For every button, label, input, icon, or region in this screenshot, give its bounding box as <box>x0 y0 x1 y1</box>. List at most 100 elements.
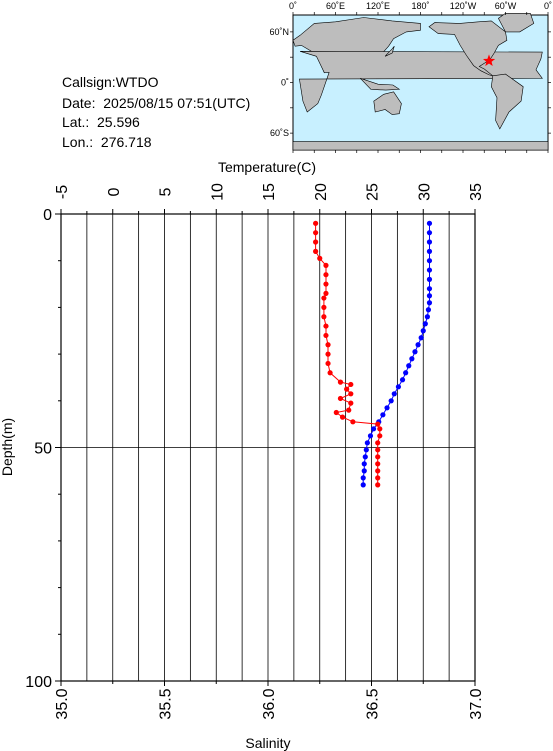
station-marker-icon <box>482 54 496 67</box>
map-longitude-label: 60˚E <box>326 1 345 11</box>
land-africa <box>299 51 543 113</box>
salinity-point <box>323 290 329 296</box>
salinity-tick-label: 35.0 <box>54 688 71 719</box>
temperature-point <box>425 307 432 313</box>
temperature-point <box>360 482 366 488</box>
map-longitude-label: 0˚ <box>289 1 297 11</box>
salinity-axis-label: Salinity <box>245 735 290 751</box>
temperature-point <box>426 286 433 292</box>
land-maritime-asia <box>360 78 401 91</box>
temperature-axis: -5 0 5 10 15 20 25 30 35 <box>54 183 485 214</box>
temperature-point <box>409 356 415 362</box>
temperature-point <box>361 461 367 467</box>
temperature-point <box>399 377 406 383</box>
salinity-point <box>375 475 381 481</box>
salinity-point <box>375 482 381 488</box>
salinity-point <box>321 314 327 320</box>
longitude-text: Lon.: 276.718 <box>62 134 152 150</box>
salinity-point <box>348 381 354 388</box>
temperature-point <box>418 335 424 341</box>
temperature-profile-line <box>362 223 430 485</box>
salinity-point <box>323 272 329 278</box>
temperature-tick-label: 15 <box>261 183 278 201</box>
salinity-point <box>337 379 344 385</box>
temperature-tick-label: 35 <box>468 183 485 201</box>
temperature-point <box>420 328 426 334</box>
temperature-point <box>406 363 412 369</box>
date-text: Date: 2025/08/15 07:51(UTC) <box>62 95 251 111</box>
salinity-point <box>375 440 381 446</box>
temperature-point <box>362 454 368 460</box>
temperature-point <box>426 220 433 226</box>
land-japan <box>384 46 395 57</box>
salinity-point <box>313 230 319 236</box>
salinity-point <box>327 370 333 376</box>
temperature-point <box>380 412 386 418</box>
salinity-point <box>313 248 319 254</box>
temperature-tick-label: 20 <box>313 183 330 201</box>
salinity-point <box>323 332 329 339</box>
temperature-point <box>426 230 433 236</box>
salinity-point <box>325 351 331 357</box>
salinity-point <box>333 409 339 416</box>
depth-tick-label: 50 <box>34 441 52 458</box>
salinity-axis: 35.0 35.5 36.0 36.5 37.0 <box>54 681 485 720</box>
map-latitude-label: 60˚N <box>269 27 289 37</box>
temperature-point <box>426 248 433 254</box>
depth-axis-label: Depth(m) <box>0 418 15 476</box>
salinity-point <box>377 426 383 432</box>
temperature-tick-label: 25 <box>365 183 382 201</box>
salinity-point <box>323 281 329 287</box>
map-longitude-label: 180˚ <box>411 1 429 11</box>
depth-axis: 0 50 100 <box>25 207 61 691</box>
temperature-point <box>367 433 374 439</box>
temperature-point <box>388 398 394 404</box>
salinity-point <box>321 304 327 310</box>
salinity-point <box>350 419 356 425</box>
depth-tick-label: 100 <box>25 674 52 691</box>
temperature-point <box>370 426 377 432</box>
salinity-point <box>348 400 354 406</box>
salinity-point <box>375 468 381 474</box>
temperature-point <box>422 321 428 327</box>
salinity-tick-label: 36.0 <box>261 688 278 719</box>
salinity-point <box>348 391 354 397</box>
callsign-text: Callsign:WTDO <box>62 74 159 90</box>
salinity-point <box>375 447 381 453</box>
salinity-point <box>321 295 327 301</box>
temperature-point <box>426 267 433 273</box>
salinity-point <box>339 414 346 420</box>
salinity-tick-label: 36.5 <box>365 688 382 719</box>
temperature-point <box>412 349 418 355</box>
salinity-point <box>313 220 319 226</box>
temperature-point <box>426 293 433 299</box>
map-latitude-label: 0˚ <box>281 78 289 88</box>
salinity-point <box>375 454 381 460</box>
salinity-point <box>323 262 329 268</box>
temperature-tick-label: -5 <box>54 185 71 199</box>
temperature-point <box>426 276 433 282</box>
land-australia <box>373 91 402 115</box>
salinity-point <box>323 323 329 329</box>
temperature-point <box>391 391 397 397</box>
map-longitude-label: 120˚E <box>366 1 390 11</box>
salinity-tick-label: 35.5 <box>158 688 175 719</box>
temperature-tick-label: 10 <box>209 183 226 201</box>
latitude-text: Lat.: 25.596 <box>62 114 140 130</box>
map-land <box>292 13 549 151</box>
map-longitude-label: 0˚ <box>544 1 552 11</box>
land-north-america <box>428 20 508 77</box>
map-longitude-label: 60˚W <box>495 1 517 11</box>
salinity-point <box>325 360 331 367</box>
location-map: 0˚ 60˚E 120˚E 180˚ 120˚W 60˚W 0˚ 60˚N 0˚ 60˚S <box>269 1 552 153</box>
temperature-point <box>403 370 409 376</box>
depth-tick-label: 0 <box>43 207 52 224</box>
salinity-point <box>346 407 352 413</box>
salinity-point <box>325 342 331 348</box>
temperature-point <box>426 300 433 306</box>
temperature-point <box>360 475 366 481</box>
temperature-axis-label: Temperature(C) <box>218 160 316 175</box>
salinity-point <box>344 386 350 392</box>
profile-chart: -5 0 5 10 15 20 25 30 35 35.0 35.5 36.0 36.5 37.0 05… <box>0 160 485 751</box>
salinity-tick-label: 37.0 <box>468 688 485 719</box>
